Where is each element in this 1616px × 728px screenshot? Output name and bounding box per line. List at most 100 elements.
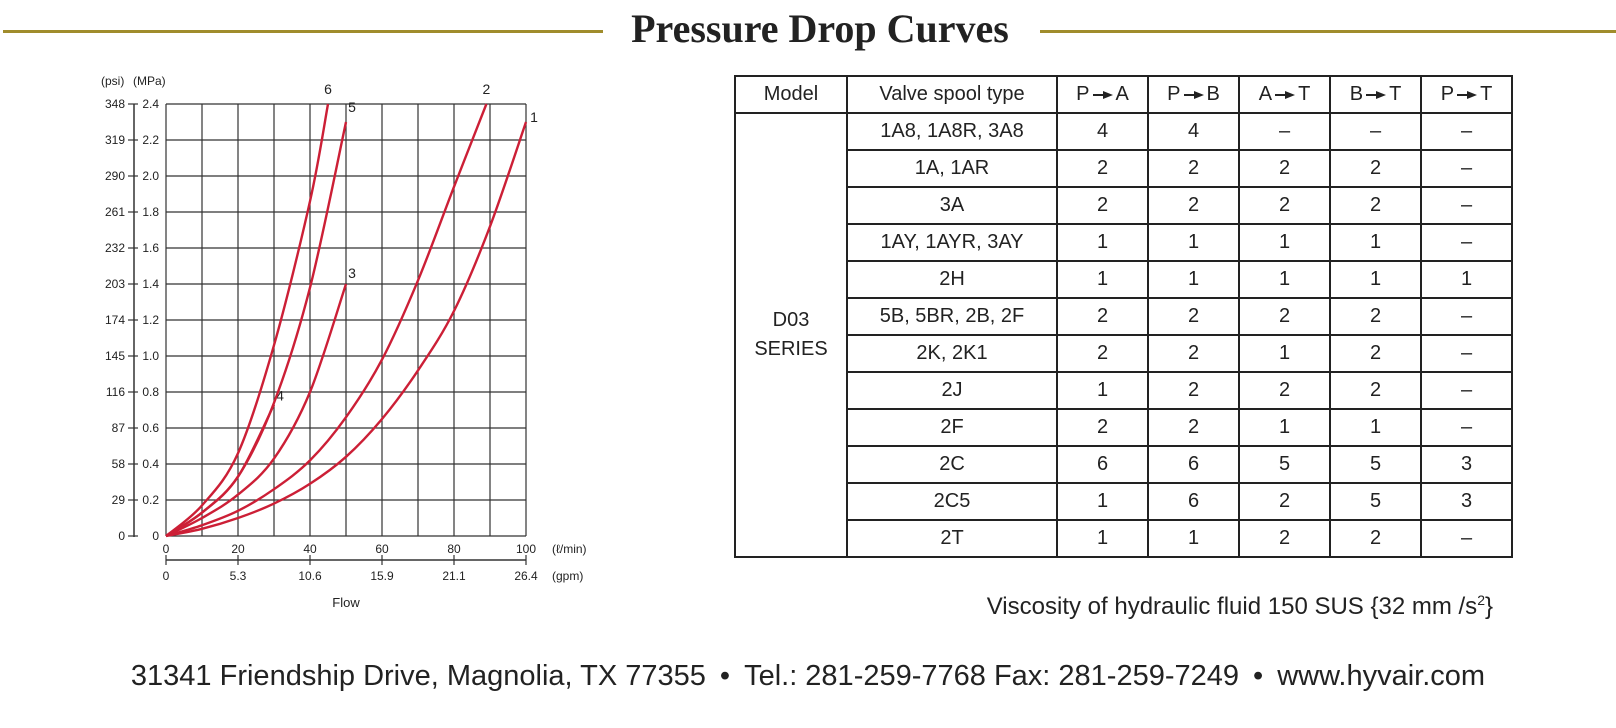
- curve-4: [165, 404, 276, 538]
- value-cell-pt: 3: [1420, 445, 1513, 484]
- x-tick-label-lmin: 80: [447, 542, 461, 556]
- table-row: 2C5 1 6 2 5 3: [735, 482, 1513, 521]
- x-tick-label-gpm: 15.9: [370, 569, 394, 583]
- spool-type-cell: 2C: [846, 445, 1058, 484]
- value-cell-pt: –: [1420, 297, 1513, 336]
- value-cell-pa: 1: [1056, 519, 1149, 558]
- mpa-tick-label: 0.8: [142, 385, 159, 399]
- mpa-tick-label: 1.8: [142, 205, 159, 219]
- value-cell-at: 2: [1238, 482, 1331, 521]
- value-cell-bt: 5: [1329, 445, 1422, 484]
- footer-separator: •: [1253, 660, 1264, 692]
- table-body: D03 SERIES 1A8, 1A8R, 3A8 4 4– – –1A, 1AR 2 2 2 2–…: [734, 112, 1513, 558]
- value-cell-pa: 2: [1056, 149, 1149, 188]
- title-rule-left: [3, 30, 603, 33]
- table-row: 2T 1 1 2 2–: [735, 519, 1513, 558]
- curve-label-5: 5: [348, 99, 356, 115]
- x-tick-label-lmin: 20: [231, 542, 245, 556]
- title-rule-right: [1040, 30, 1616, 33]
- curve-label-3: 3: [348, 265, 356, 281]
- mpa-tick-label: 1.2: [142, 313, 159, 327]
- value-cell-pb: 6: [1147, 445, 1240, 484]
- value-cell-pa: 2: [1056, 186, 1149, 225]
- value-cell-pb: 2: [1147, 297, 1240, 336]
- spool-type-cell: 2J: [846, 371, 1058, 410]
- value-cell-at: 5: [1238, 445, 1331, 484]
- table-row: 2J 1 2 2 2–: [735, 371, 1513, 410]
- x-tick-label-lmin: 40: [303, 542, 317, 556]
- footer-address: 31341 Friendship Drive, Magnolia, TX 773…: [130, 660, 706, 692]
- arrow-icon: [1457, 90, 1478, 99]
- arrow-icon: [1366, 90, 1387, 99]
- mpa-tick-label: 2.0: [142, 169, 159, 183]
- table-row: 3A 2 2 2 2–: [735, 186, 1513, 225]
- mpa-tick-label: 0.2: [142, 493, 159, 507]
- model-line2: SERIES: [754, 338, 828, 360]
- value-cell-bt: 1: [1329, 260, 1422, 299]
- value-cell-at: 1: [1238, 408, 1331, 447]
- value-cell-pt: –: [1420, 149, 1513, 188]
- psi-tick-label: 290: [105, 169, 125, 183]
- table-row: 2C 6 6 5 5 3: [735, 445, 1513, 484]
- curve-6: [165, 103, 330, 537]
- value-cell-pb: 2: [1147, 149, 1240, 188]
- value-cell-pb: 1: [1147, 519, 1240, 558]
- footer-separator: •: [719, 660, 731, 692]
- model-cell: D03 SERIES: [734, 112, 848, 558]
- spool-type-cell: 2H: [846, 260, 1058, 299]
- value-cell-at: 1: [1238, 223, 1331, 262]
- curve-5: [165, 121, 348, 538]
- spool-type-cell: 1A8, 1A8R, 3A8: [846, 112, 1058, 151]
- table-row: 1AY, 1AYR, 3AY 1 1 1 1–: [735, 223, 1513, 262]
- value-cell-at: –: [1238, 112, 1331, 151]
- value-cell-pa: 1: [1056, 482, 1149, 521]
- mpa-unit-label: (MPa): [133, 74, 166, 88]
- value-cell-pt: –: [1420, 371, 1513, 410]
- psi-tick-label: 87: [112, 421, 126, 435]
- table-row: 2K, 2K1 2 2 1 2–: [735, 334, 1513, 373]
- value-cell-pb: 1: [1147, 260, 1240, 299]
- spool-type-cell: 1A, 1AR: [846, 149, 1058, 188]
- curve-1: [165, 121, 528, 538]
- value-cell-pb: 4: [1147, 112, 1240, 151]
- x-unit-lmin: (ℓ/min): [552, 542, 587, 556]
- psi-unit-label: (psi): [101, 74, 124, 88]
- mpa-tick-label: 1.4: [142, 277, 159, 291]
- mpa-tick-label: 1.0: [142, 349, 159, 363]
- x-tick-label-gpm: 5.3: [230, 569, 247, 583]
- value-cell-bt: 2: [1329, 371, 1422, 410]
- value-cell-bt: 5: [1329, 482, 1422, 521]
- curve-label-1: 1: [530, 109, 538, 125]
- value-cell-pb: 6: [1147, 482, 1240, 521]
- value-cell-pb: 2: [1147, 334, 1240, 373]
- mpa-tick-label: 2.2: [142, 133, 159, 147]
- value-cell-at: 2: [1238, 149, 1331, 188]
- value-cell-bt: 1: [1329, 408, 1422, 447]
- value-cell-at: 2: [1238, 371, 1331, 410]
- mpa-tick-label: 2.4: [142, 97, 159, 111]
- x-tick-label-gpm: 0: [163, 569, 170, 583]
- psi-tick-label: 145: [105, 349, 125, 363]
- value-cell-pb: 2: [1147, 186, 1240, 225]
- header-spool-type: Valve spool type: [846, 75, 1058, 114]
- title-bar: Pressure Drop Curves: [0, 0, 1616, 60]
- psi-tick-label: 29: [112, 493, 126, 507]
- table-row: 1A, 1AR 2 2 2 2–: [735, 149, 1513, 188]
- value-cell-pb: 2: [1147, 408, 1240, 447]
- value-cell-bt: 2: [1329, 334, 1422, 373]
- value-cell-bt: 2: [1329, 149, 1422, 188]
- footer-phone: Tel.: 281-259-7768 Fax: 281-259-7249: [744, 660, 1240, 692]
- value-cell-pt: –: [1420, 334, 1513, 373]
- table-row: 5B, 5BR, 2B, 2F 2 2 2 2–: [735, 297, 1513, 336]
- curve-label-4: 4: [276, 388, 284, 404]
- value-cell-pa: 2: [1056, 408, 1149, 447]
- value-cell-pt: –: [1420, 519, 1513, 558]
- value-cell-bt: 2: [1329, 519, 1422, 558]
